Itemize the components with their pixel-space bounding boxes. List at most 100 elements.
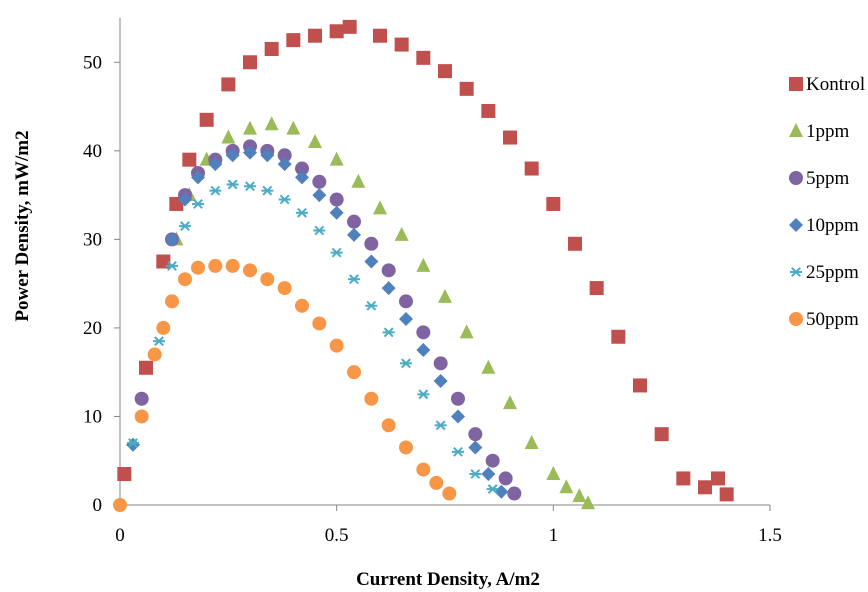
data-point	[589, 281, 604, 296]
data-point	[191, 170, 205, 185]
data-point	[209, 185, 222, 196]
data-point	[486, 484, 499, 494]
legend-label: 10ppm	[806, 215, 859, 236]
data-point	[329, 205, 344, 220]
data-point	[165, 294, 179, 309]
data-point	[429, 475, 444, 490]
data-point	[400, 358, 412, 369]
series-25ppm	[127, 179, 499, 494]
data-point	[382, 327, 395, 338]
data-point	[312, 316, 327, 331]
legend-marker	[790, 267, 802, 277]
data-point	[433, 374, 448, 389]
data-point	[433, 356, 448, 371]
legend-label: Kontrol	[806, 74, 865, 95]
data-point	[416, 462, 431, 477]
data-point	[481, 467, 496, 482]
data-point	[468, 440, 483, 455]
data-point	[347, 214, 361, 229]
data-point	[633, 378, 647, 393]
legend-label: 1ppm	[806, 121, 850, 142]
y-tick-label: 30	[83, 229, 102, 250]
legend-label: 50ppm	[806, 309, 859, 330]
data-point	[278, 194, 291, 205]
data-point	[438, 288, 452, 303]
data-point	[342, 19, 357, 34]
data-point	[243, 55, 257, 70]
legend-label: 5ppm	[806, 168, 850, 189]
data-point	[364, 391, 379, 406]
legend-item: 10ppm	[789, 215, 859, 236]
x-tick-label: 1.5	[758, 525, 782, 546]
data-point	[244, 181, 256, 192]
x-tick-label: 1	[549, 525, 559, 546]
data-point	[179, 221, 191, 231]
data-point	[698, 480, 712, 495]
data-point	[347, 365, 361, 380]
data-point	[381, 263, 396, 278]
data-point	[546, 466, 561, 481]
legend-item: 1ppm	[789, 121, 850, 142]
data-point	[364, 254, 379, 269]
data-marks	[113, 19, 734, 512]
series-5ppm	[134, 139, 522, 501]
data-point	[485, 453, 500, 468]
data-point	[568, 236, 582, 251]
data-point	[221, 129, 236, 144]
y-tick-label: 40	[83, 141, 102, 162]
data-point	[611, 329, 626, 344]
data-point	[156, 320, 171, 335]
data-point	[117, 467, 132, 482]
data-point	[481, 103, 496, 118]
data-point	[399, 312, 413, 327]
data-point	[308, 133, 322, 148]
data-point	[134, 391, 149, 406]
data-point	[260, 272, 275, 287]
data-point	[416, 257, 431, 272]
series-10ppm	[126, 145, 509, 499]
data-point	[329, 24, 344, 39]
x-tick-label: 0	[115, 525, 125, 546]
data-point	[243, 263, 257, 278]
data-point	[260, 148, 275, 163]
data-point	[277, 157, 292, 172]
data-point	[416, 50, 431, 65]
legend-marker	[789, 312, 803, 326]
data-point	[416, 343, 431, 358]
data-point	[399, 440, 413, 455]
data-point	[308, 28, 322, 43]
data-point	[459, 324, 474, 339]
data-point	[134, 409, 149, 424]
legend-marker	[789, 77, 803, 91]
data-point	[277, 281, 292, 296]
data-point	[126, 437, 140, 452]
data-point	[524, 161, 539, 176]
data-point	[165, 232, 179, 247]
data-point	[351, 173, 366, 188]
data-point	[481, 359, 496, 374]
tick-labels: 0 10 20 30 40 50 0 0.5 1 1.5	[83, 52, 782, 546]
data-point	[286, 33, 301, 48]
data-point	[507, 486, 522, 501]
legend-label: 25ppm	[806, 262, 859, 283]
series-1ppm	[169, 116, 595, 510]
data-point	[524, 435, 539, 450]
series-kontrol	[117, 19, 734, 502]
data-point	[719, 487, 734, 502]
data-point	[221, 77, 236, 92]
axes	[114, 18, 771, 511]
data-point	[208, 157, 223, 172]
data-point	[503, 130, 517, 145]
data-point	[182, 152, 197, 167]
data-point	[711, 471, 725, 486]
y-tick-label: 50	[83, 52, 102, 73]
data-point	[277, 148, 292, 163]
legend-marker	[789, 218, 803, 232]
data-point	[312, 174, 327, 189]
data-point	[199, 112, 214, 127]
y-tick-label: 0	[93, 495, 103, 516]
data-point	[498, 471, 513, 486]
data-point	[394, 37, 409, 52]
data-point	[225, 258, 240, 273]
